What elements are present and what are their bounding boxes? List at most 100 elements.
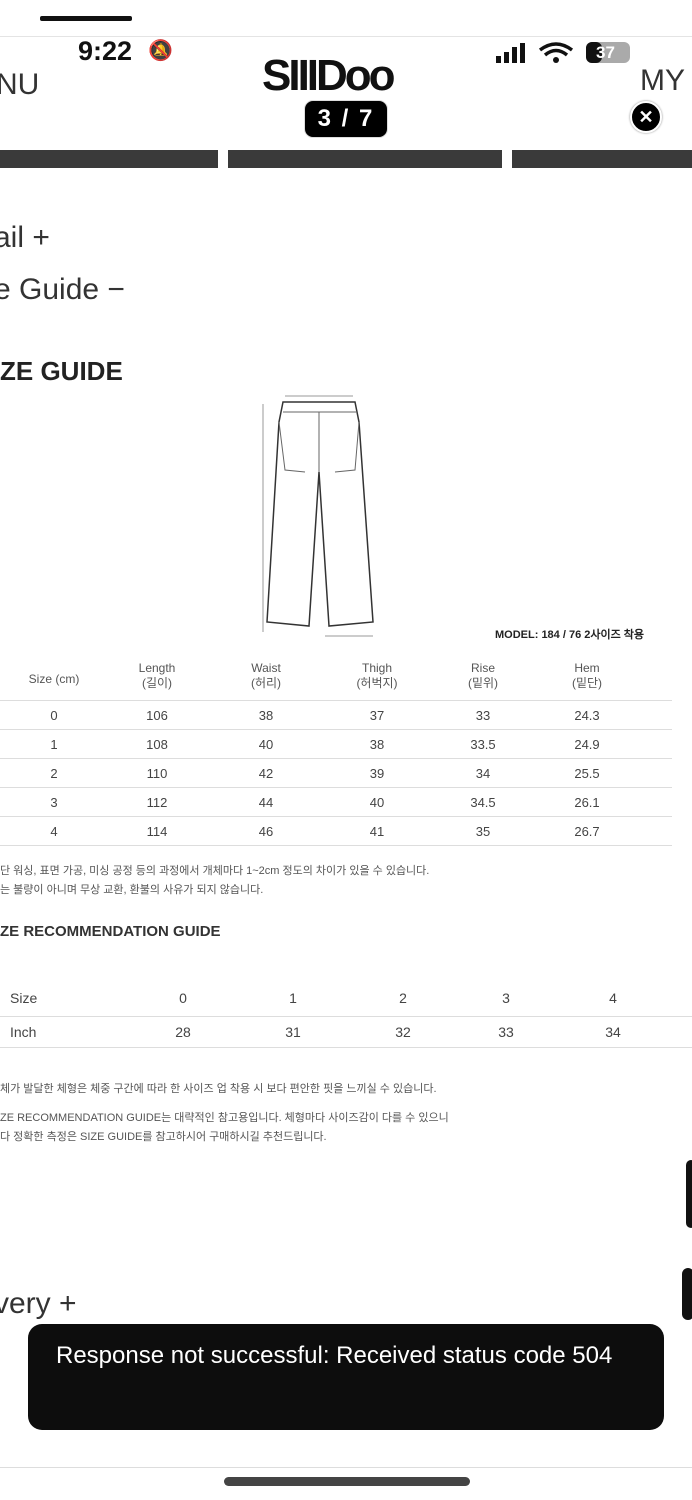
table-cell: 1	[50, 737, 58, 752]
divider	[0, 700, 672, 701]
table-cell: 37	[369, 708, 385, 723]
header-korean: (허벅지)	[356, 676, 398, 690]
divider	[0, 845, 672, 846]
header-label: Rise	[470, 661, 495, 675]
table-cell: 108	[146, 737, 168, 752]
pants-diagram	[262, 395, 374, 637]
recommendation-cell: 1	[289, 990, 297, 1006]
recommendation-cell: 4	[609, 990, 617, 1006]
rec-note: ZE RECOMMENDATION GUIDE는 대략적인 참고용입니다. 체형…	[0, 1112, 449, 1124]
accordion-size-guide[interactable]: e Guide −	[0, 273, 125, 306]
column-header: Waist (허리)	[221, 661, 311, 691]
table-cell: 106	[146, 708, 168, 723]
table-cell: 112	[146, 795, 168, 810]
header-label: Thigh	[361, 661, 393, 675]
divider	[0, 1467, 692, 1468]
header-label: Hem	[574, 661, 600, 675]
model-note: MODEL: 184 / 76 2사이즈 착용	[495, 629, 645, 641]
table-cell: 24.9	[574, 737, 600, 752]
table-cell: 34	[475, 766, 491, 781]
signal-icon	[496, 43, 525, 63]
divider	[0, 816, 672, 817]
rec-note: 다 정확한 측정은 SIZE GUIDE를 참고하시어 구매하시길 추천드립니다…	[0, 1131, 327, 1143]
close-icon[interactable]: ✕	[630, 101, 662, 133]
size-note: 단 워싱, 표면 가공, 미싱 공정 등의 과정에서 개체마다 1~2cm 정도…	[0, 865, 430, 877]
recommendation-cell: 32	[395, 1024, 411, 1040]
header-label: Waist	[251, 661, 281, 675]
column-header: Rise (밑위)	[438, 661, 528, 691]
brand-logo[interactable]: SIIIDoo	[262, 51, 396, 100]
battery-level: 37	[596, 43, 615, 62]
divider	[0, 1016, 692, 1017]
header-label: Size (cm)	[28, 672, 80, 686]
recommendation-title: ZE RECOMMENDATION GUIDE	[0, 923, 221, 940]
table-cell: 2	[50, 766, 58, 781]
table-cell: 40	[258, 737, 274, 752]
tab-2[interactable]	[228, 150, 502, 168]
recommendation-cell: 28	[175, 1024, 191, 1040]
header-label: Length	[138, 661, 176, 675]
accordion-detail[interactable]: ail +	[0, 221, 50, 254]
image-counter: 3 / 7	[304, 100, 388, 138]
table-cell: 42	[258, 766, 274, 781]
table-cell: 4	[50, 824, 58, 839]
recommendation-cell: 0	[179, 990, 187, 1006]
status-time: 9:22	[78, 36, 133, 66]
column-header: Hem (밑단)	[542, 661, 632, 691]
status-icons	[496, 42, 630, 63]
table-cell: 25.5	[574, 766, 600, 781]
my-link[interactable]: MY	[640, 64, 685, 97]
home-indicator[interactable]	[224, 1477, 470, 1486]
rec-note: 체가 발달한 체형은 체중 구간에 따라 한 사이즈 업 착용 시 보다 편안한…	[0, 1083, 437, 1095]
divider	[0, 1047, 692, 1048]
floating-button[interactable]	[686, 1160, 692, 1228]
bell-muted-icon: 🔕	[148, 40, 173, 62]
divider	[0, 729, 672, 730]
table-cell: 34.5	[470, 795, 496, 810]
lock-icon[interactable]	[682, 1268, 692, 1320]
table-cell: 40	[369, 795, 385, 810]
menu-link[interactable]: NU	[0, 68, 40, 101]
recommendation-cell: 31	[285, 1024, 301, 1040]
header-korean: (밑위)	[467, 676, 499, 690]
table-cell: 33.5	[470, 737, 496, 752]
recommendation-cell: 33	[498, 1024, 514, 1040]
header-korean: (길이)	[141, 676, 173, 690]
inch-label: Inch	[10, 1024, 37, 1040]
accordion-delivery[interactable]: very +	[0, 1287, 77, 1320]
header-korean: (밑단)	[571, 676, 603, 690]
table-cell: 46	[258, 824, 274, 839]
table-cell: 24.3	[574, 708, 600, 723]
recommendation-cell: 34	[605, 1024, 621, 1040]
table-cell: 35	[475, 824, 491, 839]
header-korean: (허리)	[250, 676, 282, 690]
table-cell: 26.1	[574, 795, 600, 810]
table-cell: 41	[369, 824, 385, 839]
table-cell: 26.7	[574, 824, 600, 839]
table-cell: 0	[50, 708, 58, 723]
divider	[0, 758, 672, 759]
table-cell: 3	[50, 795, 58, 810]
column-header: Thigh (허벅지)	[332, 661, 422, 691]
table-cell: 44	[258, 795, 274, 810]
size-guide-title: ZE GUIDE	[0, 356, 123, 386]
table-cell: 39	[369, 766, 385, 781]
size-label: Size	[10, 990, 38, 1006]
wifi-icon	[538, 42, 574, 63]
table-cell: 38	[258, 708, 274, 723]
recommendation-cell: 2	[399, 990, 407, 1006]
column-header: Length (길이)	[112, 661, 202, 691]
browser-tab-indicator	[40, 16, 132, 21]
table-cell: 38	[369, 737, 385, 752]
table-cell: 110	[146, 766, 168, 781]
table-cell: 33	[475, 708, 491, 723]
tab-1[interactable]	[0, 150, 218, 168]
divider	[0, 787, 672, 788]
column-header: Size (cm)	[9, 672, 99, 687]
divider	[0, 36, 692, 37]
table-cell: 114	[146, 824, 168, 839]
size-note: 는 불량이 아니며 무상 교환, 환불의 사유가 되지 않습니다.	[0, 884, 264, 896]
recommendation-cell: 3	[502, 990, 510, 1006]
tab-3[interactable]	[512, 150, 692, 168]
error-toast: Response not successful: Received status…	[28, 1324, 664, 1430]
